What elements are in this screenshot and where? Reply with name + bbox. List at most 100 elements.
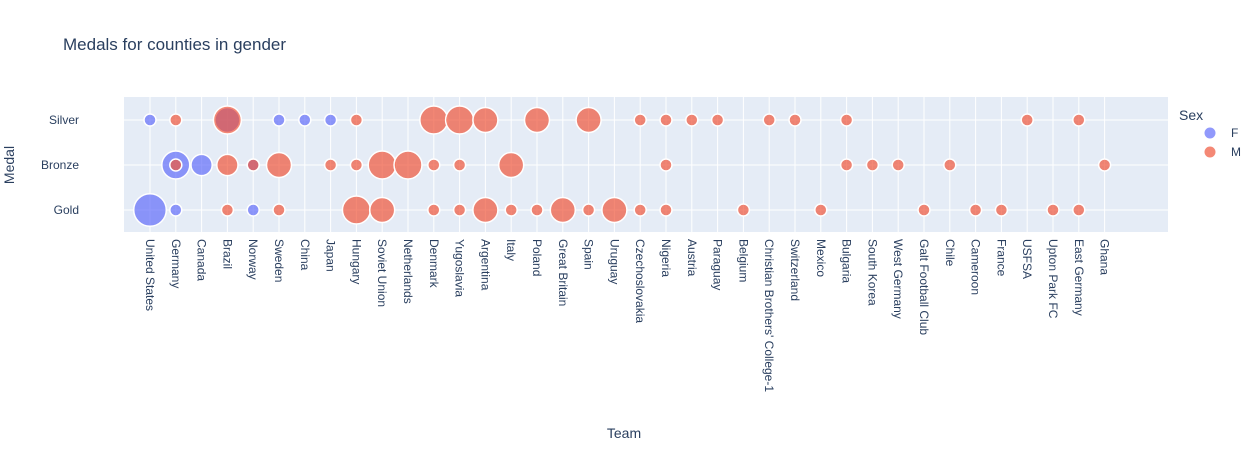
x-tick-bulgaria: Bulgaria (840, 239, 854, 283)
point-m-chile-bronze[interactable] (943, 158, 957, 172)
point-m-czechoslovakia-silver[interactable] (633, 113, 647, 127)
legend-title: Sex (1179, 107, 1203, 123)
point-m-uruguay-gold[interactable] (601, 196, 628, 224)
point-m-cameroon-gold[interactable] (968, 203, 983, 217)
point-f-canada-bronze[interactable] (190, 153, 213, 177)
point-m-soviet-union-gold[interactable] (368, 196, 396, 224)
point-m-sweden-bronze[interactable] (265, 151, 293, 179)
point-m-norway-bronze[interactable] (246, 158, 260, 172)
point-m-france-gold[interactable] (994, 203, 1009, 217)
x-tick-cameroon: Cameroon (969, 239, 983, 295)
point-m-japan-bronze[interactable] (323, 158, 338, 172)
point-m-south-korea-bronze[interactable] (865, 158, 880, 172)
point-m-nigeria-bronze[interactable] (659, 158, 673, 172)
point-m-usfsa-silver[interactable] (1020, 113, 1034, 127)
y-axis-title: Medal (1, 146, 17, 184)
point-m-bulgaria-silver[interactable] (839, 113, 854, 127)
point-f-germany-gold[interactable] (169, 203, 183, 217)
legend-marker-f (1203, 126, 1217, 140)
point-m-paraguay-silver[interactable] (710, 113, 725, 127)
point-m-netherlands-bronze[interactable] (393, 150, 423, 180)
x-tick-canada: Canada (195, 239, 209, 281)
point-m-brazil-bronze[interactable] (216, 153, 239, 177)
x-tick-japan: Japan (324, 239, 338, 272)
x-tick-argentina: Argentina (478, 239, 492, 291)
point-m-sweden-gold[interactable] (272, 203, 286, 217)
point-m-poland-gold[interactable] (530, 203, 544, 217)
x-tick-spain: Spain (582, 239, 596, 270)
point-m-yugoslavia-bronze[interactable] (452, 158, 467, 172)
point-m-italy-gold[interactable] (504, 203, 518, 217)
point-m-austria-silver[interactable] (685, 113, 699, 127)
point-m-switzerland-silver[interactable] (788, 113, 802, 127)
point-m-yugoslavia-gold[interactable] (452, 203, 467, 217)
x-tick-poland: Poland (530, 239, 544, 276)
legend-item-m[interactable]: M (1203, 145, 1241, 159)
x-tick-yugoslavia: Yugoslavia (453, 239, 467, 297)
point-m-bulgaria-bronze[interactable] (839, 158, 854, 172)
x-tick-chile: Chile (943, 239, 957, 267)
point-m-nigeria-gold[interactable] (659, 203, 673, 217)
point-m-argentina-silver[interactable] (472, 106, 499, 134)
point-m-brazil-silver[interactable] (212, 105, 243, 135)
point-m-nigeria-silver[interactable] (659, 113, 673, 127)
point-m-east-germany-silver[interactable] (1072, 113, 1086, 127)
point-m-denmark-silver[interactable] (419, 105, 449, 135)
x-tick-czechoslovakia: Czechoslovakia (633, 239, 647, 323)
point-m-hungary-bronze[interactable] (349, 158, 364, 172)
point-m-spain-gold[interactable] (581, 203, 596, 217)
point-f-china-silver[interactable] (298, 113, 312, 127)
point-m-soviet-union-bronze[interactable] (367, 150, 397, 180)
point-m-hungary-gold[interactable] (341, 195, 372, 225)
point-m-west-germany-bronze[interactable] (891, 158, 905, 172)
point-m-ghana-bronze[interactable] (1097, 158, 1112, 172)
x-tick-brazil: Brazil (220, 239, 234, 269)
point-m-belgium-gold[interactable] (736, 203, 751, 217)
x-tick-galt-football-club: Galt Football Club (917, 239, 931, 335)
legend-item-f[interactable]: F (1203, 126, 1238, 140)
x-tick-south-korea: South Korea (865, 239, 879, 306)
point-m-denmark-bronze[interactable] (427, 158, 441, 172)
x-tick-sweden: Sweden (272, 239, 286, 282)
point-m-east-germany-gold[interactable] (1072, 203, 1086, 217)
x-axis-title: Team (607, 425, 641, 441)
point-f-united-states-silver[interactable] (143, 113, 157, 127)
point-m-germany-bronze[interactable] (169, 158, 183, 172)
point-f-norway-gold[interactable] (246, 203, 260, 217)
x-tick-east-germany: East Germany (1072, 239, 1086, 316)
x-tick-norway: Norway (246, 239, 260, 280)
x-tick-labels: United States Germany Canada Brazil Norway Sw… (143, 239, 1112, 392)
point-f-sweden-silver[interactable] (272, 113, 286, 127)
x-tick-ghana: Ghana (1098, 239, 1112, 275)
point-f-japan-silver[interactable] (323, 113, 338, 127)
x-tick-italy: Italy (504, 239, 518, 261)
chart-title: Medals for counties in gender (63, 35, 286, 54)
legend: Sex FM (1179, 107, 1241, 159)
x-tick-mexico: Mexico (814, 239, 828, 277)
x-tick-uruguay: Uruguay (607, 239, 621, 284)
point-m-brazil-gold[interactable] (220, 203, 235, 217)
point-m-great-britain-gold[interactable] (549, 196, 577, 224)
point-m-czechoslovakia-gold[interactable] (633, 203, 647, 217)
point-m-mexico-gold[interactable] (814, 203, 828, 217)
series-m (169, 105, 1112, 225)
point-m-galt-football-club-gold[interactable] (917, 203, 931, 217)
point-m-denmark-gold[interactable] (427, 203, 441, 217)
point-m-italy-bronze[interactable] (497, 151, 525, 179)
point-m-yugoslavia-silver[interactable] (444, 105, 475, 135)
point-f-united-states-gold[interactable] (132, 192, 168, 228)
point-m-poland-silver[interactable] (523, 106, 551, 134)
x-tick-hungary: Hungary (349, 239, 363, 284)
y-tick-gold: Gold (54, 203, 79, 217)
point-m-germany-silver[interactable] (169, 113, 183, 127)
point-m-spain-silver[interactable] (575, 106, 602, 134)
x-tick-switzerland: Switzerland (788, 239, 802, 301)
point-m-upton-park-fc-gold[interactable] (1046, 203, 1060, 217)
y-tick-silver: Silver (49, 113, 79, 127)
point-m-hungary-silver[interactable] (349, 113, 364, 127)
point-m-argentina-gold[interactable] (472, 196, 499, 224)
x-tick-netherlands: Netherlands (401, 239, 415, 304)
point-m-christian-brothers-college-1-silver[interactable] (762, 113, 776, 127)
x-tick-france: France (994, 239, 1008, 277)
